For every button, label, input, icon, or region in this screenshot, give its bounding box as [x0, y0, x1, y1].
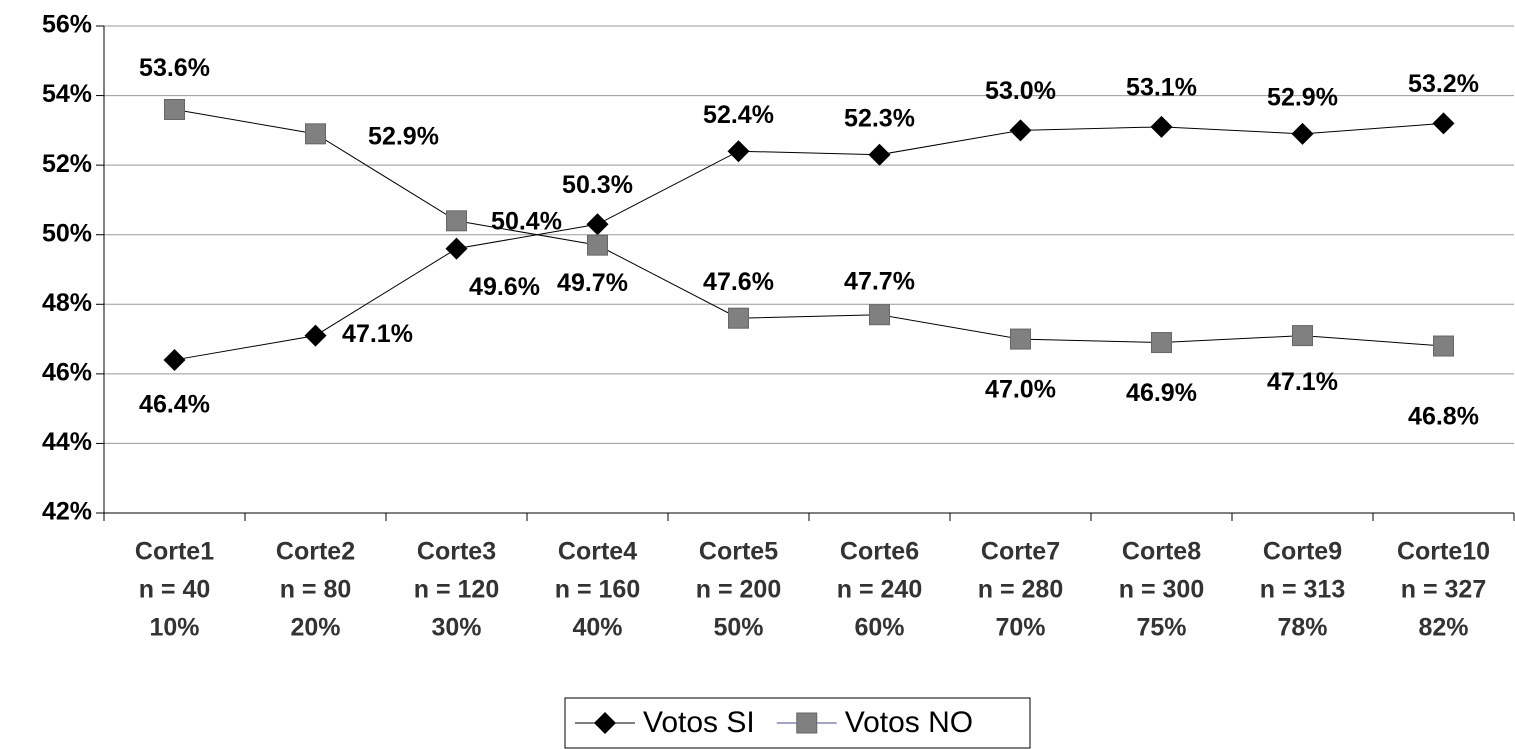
x-tick-label: Corte8	[1122, 538, 1201, 566]
marker	[446, 210, 467, 232]
x-tick-label: 82%	[1418, 614, 1468, 642]
marker	[1291, 122, 1314, 145]
data-label: 47.0%	[985, 376, 1056, 404]
legend-label: Votos SI	[643, 706, 755, 739]
data-label: 49.6%	[469, 273, 540, 301]
y-tick-label: 54%	[42, 80, 92, 108]
data-label: 47.1%	[1267, 368, 1338, 396]
y-tick-label: 42%	[42, 498, 92, 526]
marker	[1010, 328, 1031, 350]
x-tick-label: Corte2	[276, 538, 355, 566]
series-line	[174, 122, 1444, 361]
x-tick-label: Corte4	[558, 538, 637, 566]
marker	[868, 143, 891, 166]
marker	[587, 234, 608, 256]
x-tick-label: Corte10	[1397, 538, 1490, 566]
marker	[796, 712, 818, 734]
x-tick-label: Corte6	[840, 538, 919, 566]
legend-label: Votos NO	[845, 706, 973, 739]
legend-box	[564, 697, 1031, 749]
x-tick-label: n = 313	[1260, 576, 1345, 604]
x-tick-label: 20%	[290, 614, 340, 642]
y-tick-label: 46%	[42, 358, 92, 386]
data-label: 46.9%	[1126, 379, 1197, 407]
data-label: 52.4%	[703, 101, 774, 129]
series: 46.4% 47.1% 49.6% 50.3% 52.4% 52.3% 53.0% 53.1%…	[139, 70, 1479, 419]
data-label: 46.4%	[139, 391, 210, 419]
x-tick-label: n = 80	[280, 576, 352, 604]
marker	[163, 348, 186, 371]
x-tick-label: Corte3	[417, 538, 496, 566]
data-label: 52.9%	[368, 122, 439, 150]
data-label: 53.6%	[139, 54, 210, 82]
marker	[305, 123, 326, 145]
data-label: 46.8%	[1408, 403, 1479, 431]
marker	[304, 324, 327, 347]
x-tick-label: n = 120	[414, 576, 499, 604]
marker	[1151, 332, 1172, 354]
x-tick-label: n = 160	[555, 576, 640, 604]
y-tick-label: 44%	[42, 428, 92, 456]
series-line	[174, 108, 1444, 347]
data-label: 50.3%	[562, 171, 633, 199]
data-label: 47.6%	[703, 268, 774, 296]
x-tick-label: 30%	[431, 614, 481, 642]
x-tick-label: n = 200	[696, 576, 781, 604]
y-tick-label: 50%	[42, 219, 92, 247]
marker	[1009, 119, 1032, 142]
data-label: 53.0%	[985, 77, 1056, 105]
x-tick-label: 10%	[149, 614, 199, 642]
y-tick-label: 52%	[42, 150, 92, 178]
x-tick-label: n = 280	[978, 576, 1063, 604]
marker	[869, 304, 890, 326]
marker	[1433, 335, 1454, 357]
data-label: 47.7%	[844, 267, 915, 295]
x-tick-label: n = 327	[1401, 576, 1486, 604]
data-label: 53.2%	[1408, 70, 1479, 98]
x-tick-label: 70%	[995, 614, 1045, 642]
x-tick-label: 60%	[854, 614, 904, 642]
x-tick-label: Corte1	[135, 538, 214, 566]
data-label: 47.1%	[342, 320, 413, 348]
x-tick-label: Corte7	[981, 538, 1060, 566]
x-tick-label: 40%	[572, 614, 622, 642]
data-label: 52.3%	[844, 104, 915, 132]
x-tick-label: n = 300	[1119, 576, 1204, 604]
data-label: 53.1%	[1126, 73, 1197, 101]
marker	[586, 213, 609, 236]
x-tick-label: 50%	[713, 614, 763, 642]
y-tick-label: 48%	[42, 289, 92, 317]
x-tick-label: n = 40	[139, 576, 211, 604]
marker	[1432, 112, 1455, 135]
x-tick-label: Corte5	[699, 538, 778, 566]
marker	[445, 237, 468, 260]
x-tick-label: 78%	[1277, 614, 1327, 642]
series: 53.6% 52.9% 50.4% 49.7% 47.6% 47.7% 47.0% 46.9%…	[139, 54, 1479, 431]
marker	[1150, 115, 1173, 138]
x-tick-label: n = 240	[837, 576, 922, 604]
marker	[594, 712, 616, 734]
marker	[164, 98, 185, 120]
x-tick-label: 75%	[1136, 614, 1186, 642]
data-label: 50.4%	[491, 207, 562, 235]
marker	[727, 140, 750, 163]
data-label: 49.7%	[557, 269, 628, 297]
marker	[1292, 325, 1313, 347]
data-label: 52.9%	[1267, 83, 1338, 111]
x-tick-label: Corte9	[1263, 538, 1342, 566]
marker	[728, 307, 749, 329]
y-tick-label: 56%	[42, 11, 92, 39]
